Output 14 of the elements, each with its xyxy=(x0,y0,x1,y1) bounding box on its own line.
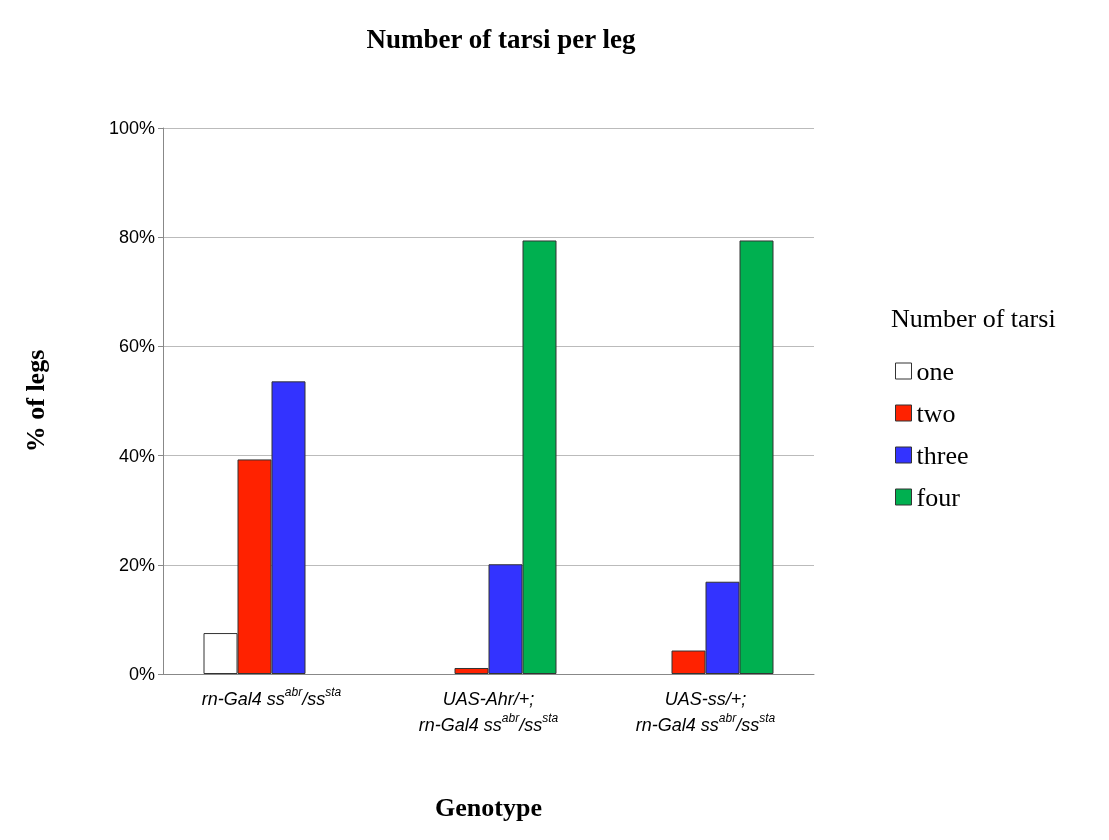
y-tick-label: 80% xyxy=(118,227,155,248)
legend-label: four xyxy=(916,482,961,512)
x-axis-title: Genotype xyxy=(435,792,542,822)
legend-label: three xyxy=(916,440,969,470)
y-tick-label: 60% xyxy=(118,336,155,357)
y-tick-label: 100% xyxy=(108,118,155,138)
y-tick-label: 0% xyxy=(128,664,155,684)
y-axis-title: % of legs xyxy=(20,349,50,453)
y-tick-label: 40% xyxy=(118,445,155,466)
chart-title: Number of tarsi per leg xyxy=(366,23,636,54)
legend-label: one xyxy=(916,356,955,386)
y-tick-label: 20% xyxy=(118,554,155,575)
legend-title: Number of tarsi xyxy=(891,303,1056,333)
legend-label: two xyxy=(916,398,956,428)
